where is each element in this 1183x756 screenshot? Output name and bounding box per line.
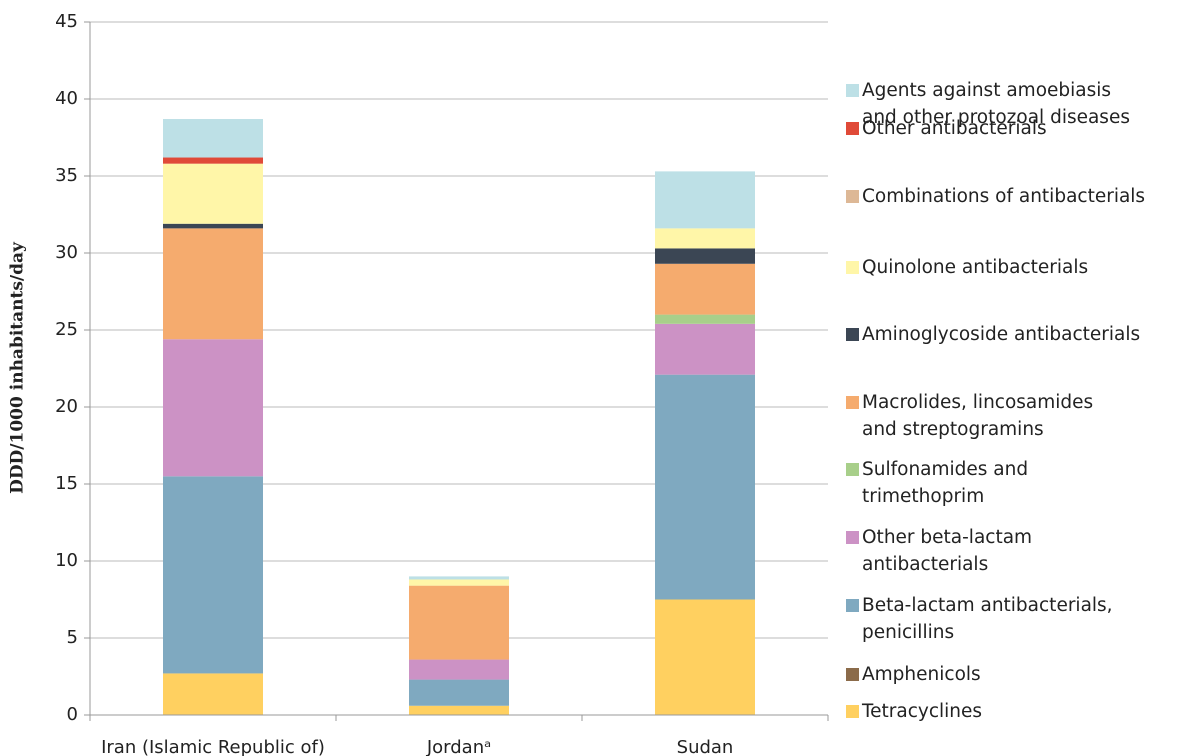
bar-segment <box>655 171 755 229</box>
legend-swatch <box>846 122 859 135</box>
legend-swatch <box>846 190 859 203</box>
legend-swatch <box>846 328 859 341</box>
legend-label: Other antibacterials <box>862 118 1047 139</box>
legend-label: Amphenicols <box>862 664 981 685</box>
bar-segment <box>409 679 509 706</box>
bar-segment <box>163 119 263 158</box>
y-tick-label: 45 <box>55 11 78 32</box>
y-tick-label: 15 <box>55 473 78 494</box>
y-tick-label: 30 <box>55 242 78 263</box>
y-tick-label: 20 <box>55 396 78 417</box>
bar-segment <box>655 248 755 264</box>
bar-segment <box>163 157 263 164</box>
legend-label: Sulfonamides and trimethoprim <box>862 459 1029 507</box>
legend-swatch <box>846 396 859 409</box>
bar-segment <box>409 585 509 660</box>
bar-segment <box>655 228 755 249</box>
legend-swatch <box>846 599 859 612</box>
bar-segment <box>163 673 263 715</box>
y-tick-label: 25 <box>55 319 78 340</box>
legend-label: Macrolides, lincosamides and streptogram… <box>862 392 1094 440</box>
bar-segment <box>409 579 509 586</box>
x-tick-label: Sudan <box>677 737 734 756</box>
bar-segment <box>655 323 755 375</box>
legend-swatch <box>846 463 859 476</box>
legend-label: Quinolone antibacterials <box>862 257 1089 278</box>
legend-label: Combinations of antibacterials <box>862 186 1146 207</box>
y-tick-label: 35 <box>55 165 78 186</box>
x-tick-label: Iran (Islamic Republic of) <box>101 737 325 756</box>
y-axis-label: DDD/1000 inhabitants/day <box>8 241 28 494</box>
bar-segment <box>163 223 263 229</box>
legend-label: Aminoglycoside antibacterials <box>862 324 1141 345</box>
bar-segment <box>163 476 263 674</box>
bar-segment <box>163 228 263 340</box>
y-tick-label: 0 <box>67 704 78 725</box>
legend-swatch <box>846 261 859 274</box>
bar-segment <box>409 576 509 580</box>
legend-swatch <box>846 705 859 718</box>
legend-label: Agents against amoebiasis and other prot… <box>862 80 1130 128</box>
bar-segment <box>655 374 755 600</box>
legend-label: Beta-lactam antibacterials, penicillins <box>862 595 1113 643</box>
bar-segment <box>655 263 755 315</box>
legend-label: Tetracyclines <box>862 701 983 722</box>
bar-segment <box>409 659 509 680</box>
bar-segment <box>163 163 263 224</box>
bar-segment <box>655 599 755 715</box>
bar-segment <box>163 339 263 477</box>
bar-segment <box>655 314 755 324</box>
legend-label: Other beta-lactam antibacterials <box>862 527 1033 575</box>
legend-swatch <box>846 668 859 681</box>
y-tick-label: 5 <box>67 627 78 648</box>
y-tick-label: 40 <box>55 88 78 109</box>
bar-segment <box>409 705 509 715</box>
legend-swatch <box>846 84 859 97</box>
y-tick-label: 10 <box>55 550 78 571</box>
x-tick-label: Jordanᵃ <box>426 737 491 756</box>
legend-swatch <box>846 531 859 544</box>
